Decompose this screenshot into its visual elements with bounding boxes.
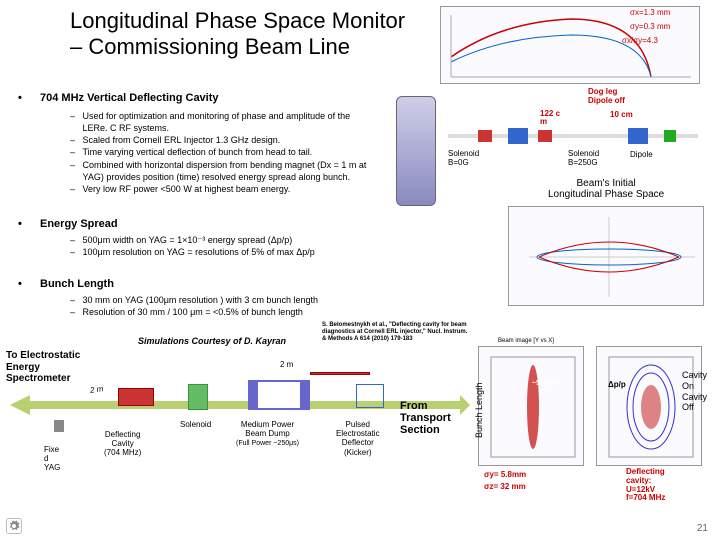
sec3-items: – 30 mm on YAG (100μm resolution ) with …	[70, 294, 318, 318]
bunch-length-ylabel: Bunch Length	[474, 382, 484, 438]
solenoid-box	[188, 384, 208, 410]
solenoid-lbl: Solenoid	[180, 420, 211, 429]
sigmay-lbl: σy= 5.8mm	[484, 470, 526, 479]
sec1-title: 704 MHz Vertical Deflecting Cavity	[40, 92, 219, 104]
chart-phase-space	[508, 206, 704, 306]
p500-lbl: ~500μm	[532, 380, 558, 387]
gear-icon[interactable]	[6, 518, 22, 534]
sec2-items: – 500μm width on YAG = 1×10⁻³ energy spr…	[70, 234, 315, 258]
beamimg-lbl: Beam image [Y vs X]	[498, 338, 554, 344]
chart-top-svg	[441, 7, 701, 85]
page-number: 21	[697, 523, 708, 534]
reference: S. Belomestnykh et al., "Deflecting cavi…	[322, 322, 472, 343]
bullet-2: •	[18, 218, 22, 230]
dogleg-label: Dog legDipole off	[588, 88, 625, 106]
page-title: Longitudinal Phase Space Monitor – Commi…	[70, 8, 405, 61]
sol0: SolenoidB=0G	[448, 150, 479, 168]
two-m-1: 2 m	[89, 384, 103, 395]
beam-initial: Beam's InitialLongitudinal Phase Space	[548, 178, 664, 200]
kicker-box	[356, 384, 384, 408]
bullet-3: •	[18, 278, 22, 290]
defl-cavity-box	[118, 388, 154, 406]
dump-lbl: Medium PowerBeam Dump(Full Power ~250μs)	[236, 420, 299, 448]
from-transport: FromTransportSection	[400, 400, 451, 436]
title-line2: – Commissioning Beam Line	[70, 34, 350, 59]
chart-bunch-left	[478, 346, 584, 466]
yag-box	[54, 420, 64, 432]
two-m-2: 2 m	[280, 360, 293, 369]
sim-credit: Simulations Courtesy of D. Kayran	[138, 336, 286, 346]
dipole-lbl: Dipole	[630, 150, 653, 159]
cm10: 10 cm	[610, 110, 633, 119]
beam-dump	[248, 380, 310, 410]
fixed-yag: FixedYAG	[44, 445, 60, 473]
cavity-render	[396, 96, 436, 206]
sigmaz-lbl: σz= 32 mm	[484, 482, 526, 491]
spectrometer-label: To ElectrostaticEnergySpectrometer	[6, 350, 80, 385]
cavity-on-off: CavityOnCavityOff	[682, 370, 707, 413]
sec1-items: – Used for optimization and monitoring o…	[70, 110, 366, 195]
bullet-1: •	[18, 92, 22, 104]
solB: SolenoidB=250G	[568, 150, 599, 168]
kicker-lbl: PulsedElectrostaticDeflector(Kicker)	[336, 420, 380, 457]
chart-top-right	[440, 6, 700, 84]
title-line1: Longitudinal Phase Space Monitor	[70, 8, 405, 33]
sigma-x: σx=1.3 mm	[630, 8, 670, 17]
kicker-line	[310, 372, 370, 375]
defl-cavity-lbl: DeflectingCavity(704 MHz)	[104, 430, 141, 458]
sigma-y: σy=0.3 mm	[630, 22, 670, 31]
mid-schematic	[448, 128, 698, 144]
deflecting-cavity-params: Deflectingcavity:U=12kVf=704 MHz	[626, 468, 665, 503]
cm122: 122 cm	[540, 110, 560, 126]
dpp-lbl: Δp/p	[608, 380, 626, 389]
sec3-title: Bunch Length	[40, 278, 114, 290]
sigma-ratio: σx/σy=4.3	[622, 36, 658, 45]
sec2-title: Energy Spread	[40, 218, 118, 230]
